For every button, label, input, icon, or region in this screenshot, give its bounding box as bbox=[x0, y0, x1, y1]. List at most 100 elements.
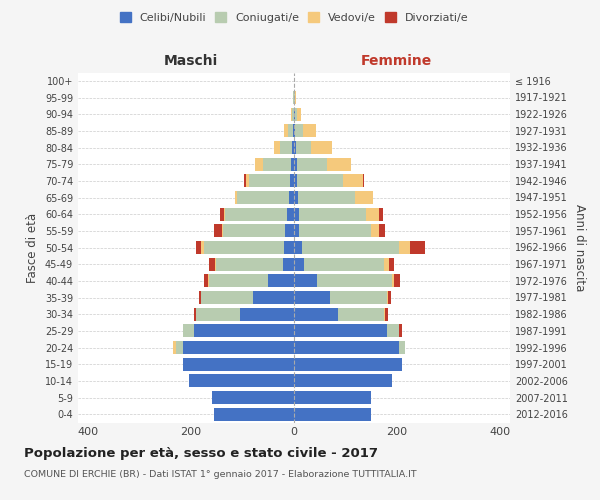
Bar bbox=[384, 258, 389, 270]
Bar bbox=[173, 341, 176, 354]
Bar bbox=[199, 291, 202, 304]
Bar bbox=[209, 258, 215, 270]
Bar bbox=[283, 258, 294, 270]
Bar bbox=[379, 208, 383, 220]
Bar bbox=[291, 108, 292, 120]
Bar bbox=[290, 174, 294, 188]
Bar bbox=[355, 191, 373, 204]
Bar bbox=[294, 391, 371, 404]
Bar bbox=[196, 308, 240, 320]
Bar bbox=[284, 241, 294, 254]
Bar bbox=[263, 158, 292, 170]
Bar bbox=[246, 174, 249, 188]
Bar bbox=[225, 208, 287, 220]
Bar bbox=[214, 224, 222, 237]
Bar bbox=[274, 141, 280, 154]
Bar bbox=[338, 308, 384, 320]
Bar bbox=[235, 191, 238, 204]
Bar bbox=[214, 408, 294, 420]
Bar bbox=[296, 158, 328, 170]
Bar bbox=[366, 208, 379, 220]
Bar bbox=[285, 224, 294, 237]
Bar bbox=[253, 291, 294, 304]
Bar bbox=[400, 241, 410, 254]
Bar bbox=[296, 174, 343, 188]
Bar bbox=[294, 324, 386, 338]
Text: COMUNE DI ERCHIE (BR) - Dati ISTAT 1° gennaio 2017 - Elaborazione TUTTITALIA.IT: COMUNE DI ERCHIE (BR) - Dati ISTAT 1° ge… bbox=[24, 470, 416, 479]
Bar bbox=[294, 258, 304, 270]
Bar bbox=[400, 324, 402, 338]
Bar bbox=[287, 208, 294, 220]
Bar bbox=[294, 358, 402, 370]
Bar bbox=[385, 308, 388, 320]
Bar bbox=[240, 308, 294, 320]
Bar bbox=[202, 291, 253, 304]
Bar bbox=[384, 308, 385, 320]
Legend: Celibi/Nubili, Coniugati/e, Vedovi/e, Divorziati/e: Celibi/Nubili, Coniugati/e, Vedovi/e, Di… bbox=[115, 8, 473, 28]
Bar bbox=[371, 224, 379, 237]
Bar bbox=[294, 308, 338, 320]
Bar bbox=[294, 174, 296, 188]
Bar bbox=[330, 291, 386, 304]
Bar bbox=[294, 408, 371, 420]
Bar bbox=[302, 241, 400, 254]
Bar bbox=[202, 241, 204, 254]
Bar bbox=[295, 124, 303, 138]
Bar bbox=[295, 91, 296, 104]
Bar bbox=[223, 224, 285, 237]
Bar bbox=[184, 324, 194, 338]
Bar bbox=[289, 124, 293, 138]
Bar bbox=[296, 141, 311, 154]
Bar bbox=[292, 158, 294, 170]
Bar bbox=[303, 124, 316, 138]
Bar bbox=[176, 341, 184, 354]
Bar bbox=[244, 174, 246, 188]
Bar bbox=[194, 308, 196, 320]
Bar bbox=[204, 274, 208, 287]
Bar bbox=[220, 208, 224, 220]
Bar bbox=[216, 258, 283, 270]
Bar bbox=[268, 274, 294, 287]
Bar bbox=[208, 274, 209, 287]
Bar bbox=[294, 91, 295, 104]
Y-axis label: Fasce di età: Fasce di età bbox=[26, 212, 39, 282]
Bar bbox=[284, 124, 289, 138]
Bar bbox=[294, 374, 392, 388]
Bar bbox=[294, 291, 330, 304]
Text: Maschi: Maschi bbox=[164, 54, 218, 68]
Text: Femmine: Femmine bbox=[361, 54, 433, 68]
Bar bbox=[294, 124, 295, 138]
Bar bbox=[297, 108, 301, 120]
Y-axis label: Anni di nascita: Anni di nascita bbox=[573, 204, 586, 291]
Bar bbox=[224, 208, 225, 220]
Bar bbox=[294, 274, 317, 287]
Bar bbox=[292, 141, 294, 154]
Bar bbox=[204, 241, 284, 254]
Bar bbox=[238, 191, 289, 204]
Bar bbox=[184, 358, 294, 370]
Bar bbox=[386, 324, 400, 338]
Bar bbox=[289, 191, 294, 204]
Bar bbox=[294, 341, 400, 354]
Bar bbox=[294, 224, 299, 237]
Bar bbox=[209, 274, 268, 287]
Bar bbox=[311, 141, 332, 154]
Bar bbox=[280, 141, 292, 154]
Bar bbox=[299, 224, 371, 237]
Bar bbox=[292, 108, 294, 120]
Bar bbox=[410, 241, 425, 254]
Bar bbox=[389, 258, 394, 270]
Bar bbox=[386, 291, 388, 304]
Bar bbox=[298, 191, 355, 204]
Bar bbox=[328, 158, 350, 170]
Bar bbox=[215, 258, 216, 270]
Bar bbox=[379, 224, 385, 237]
Bar bbox=[392, 274, 394, 287]
Bar bbox=[317, 274, 392, 287]
Bar bbox=[184, 341, 294, 354]
Bar bbox=[249, 174, 290, 188]
Bar bbox=[299, 208, 366, 220]
Bar bbox=[394, 274, 400, 287]
Text: Popolazione per età, sesso e stato civile - 2017: Popolazione per età, sesso e stato civil… bbox=[24, 448, 378, 460]
Bar bbox=[294, 158, 296, 170]
